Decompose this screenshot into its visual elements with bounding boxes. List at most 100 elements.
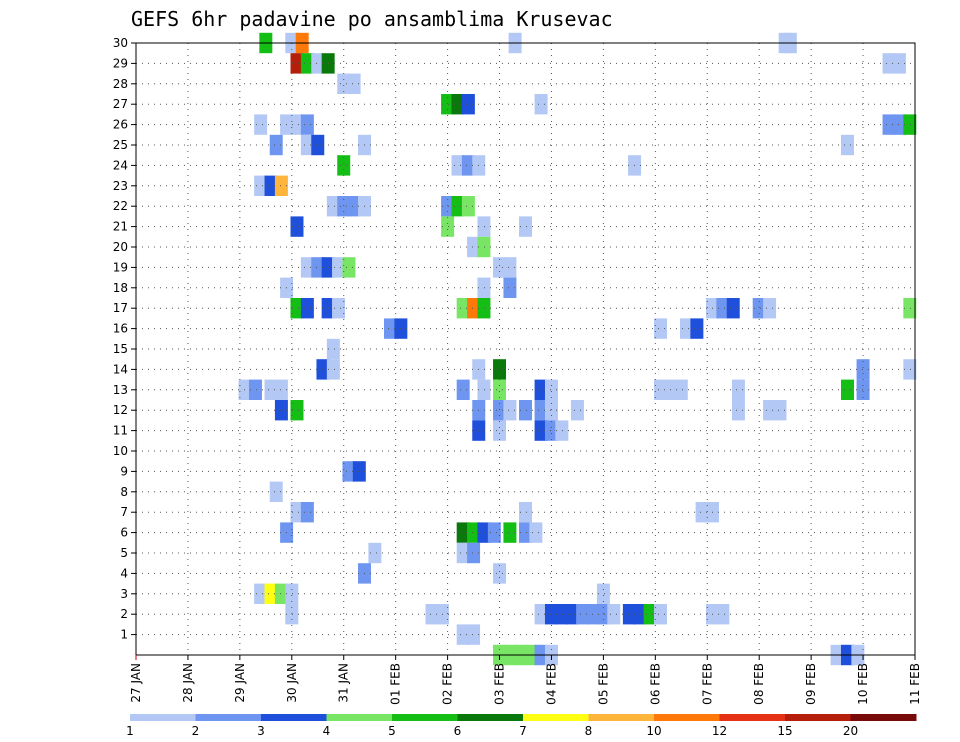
heatmap-cell bbox=[425, 604, 439, 625]
heatmap-cell bbox=[544, 604, 558, 625]
heatmap-cell bbox=[269, 481, 283, 502]
y-tick-label: 7 bbox=[120, 505, 128, 519]
heatmap-cell bbox=[456, 542, 470, 564]
heatmap-cell bbox=[311, 257, 325, 278]
heatmap-cell bbox=[300, 298, 314, 319]
heatmap-cell bbox=[643, 604, 657, 625]
heatmap-cell bbox=[254, 114, 268, 135]
heatmap-cell bbox=[477, 379, 491, 400]
heatmap-cell bbox=[274, 175, 288, 196]
heatmap-cell bbox=[290, 53, 304, 74]
colorbar-label: 10 bbox=[646, 724, 661, 738]
heatmap-cell bbox=[264, 175, 278, 196]
heatmap-cell bbox=[503, 400, 517, 421]
heatmap-cell bbox=[456, 379, 470, 400]
colorbar-label: 5 bbox=[388, 724, 396, 738]
heatmap-cell bbox=[654, 379, 668, 400]
heatmap-cell bbox=[285, 583, 299, 604]
heatmap-cell bbox=[477, 216, 491, 237]
heatmap-cell bbox=[519, 400, 532, 421]
heatmap-cell bbox=[555, 604, 569, 625]
heatmap-cell bbox=[534, 604, 548, 625]
colorbar-label: 8 bbox=[585, 724, 593, 738]
heatmap-cell bbox=[264, 379, 278, 400]
y-axis-ticks: 1234567891011121314151617181920212223242… bbox=[113, 36, 136, 642]
heatmap-cell bbox=[300, 53, 314, 74]
heatmap-cell bbox=[254, 583, 268, 604]
heatmap-cell bbox=[607, 604, 621, 625]
colorbar-swatch bbox=[130, 714, 196, 721]
heatmap-cell bbox=[342, 257, 356, 278]
colorbar-swatch bbox=[588, 714, 655, 721]
heatmap-cell bbox=[534, 400, 548, 421]
x-tick-label: 09 FEB bbox=[804, 663, 818, 705]
heatmap-cell bbox=[254, 175, 268, 196]
x-tick-label: 03 FEB bbox=[493, 663, 507, 705]
x-tick-label: 07 FEB bbox=[700, 663, 714, 705]
heatmap-cell bbox=[493, 563, 507, 584]
heatmap-cell bbox=[274, 400, 288, 421]
heatmap-cell bbox=[290, 502, 304, 523]
colorbar-swatch bbox=[326, 714, 393, 721]
y-tick-label: 16 bbox=[113, 322, 128, 336]
heatmap-cell bbox=[586, 604, 600, 625]
heatmap-cell bbox=[840, 379, 854, 400]
colorbar-swatch bbox=[523, 714, 589, 721]
y-tick-label: 30 bbox=[113, 36, 128, 50]
y-tick-label: 5 bbox=[120, 546, 128, 560]
y-tick-label: 14 bbox=[113, 362, 128, 376]
colorbar-swatch bbox=[654, 714, 720, 721]
heatmap-cell bbox=[773, 400, 787, 421]
heatmap-cell bbox=[731, 400, 745, 421]
heatmap-cell bbox=[441, 216, 455, 237]
colorbar-swatch bbox=[392, 714, 458, 721]
x-tick-label: 10 FEB bbox=[856, 663, 870, 705]
y-tick-label: 10 bbox=[113, 444, 128, 458]
chart-title: GEFS 6hr padavine po ansamblima Krusevac bbox=[131, 7, 613, 31]
heatmap-cell bbox=[596, 604, 610, 625]
heatmap-cell bbox=[461, 155, 475, 176]
heatmap-cell bbox=[290, 400, 304, 421]
y-tick-label: 24 bbox=[113, 158, 128, 172]
heatmap-cell bbox=[519, 502, 532, 523]
heatmap-cell bbox=[274, 583, 288, 604]
heatmap-cell bbox=[731, 379, 745, 400]
heatmap-cell bbox=[882, 53, 896, 74]
heatmap-cell bbox=[477, 298, 491, 319]
colorbar-swatch bbox=[261, 714, 327, 721]
heatmap-cell bbox=[654, 318, 668, 339]
y-tick-label: 9 bbox=[120, 464, 128, 478]
heatmap-cell bbox=[467, 298, 481, 319]
y-tick-label: 27 bbox=[113, 97, 128, 111]
heatmap-cell bbox=[456, 624, 470, 645]
heatmap-cell bbox=[493, 359, 507, 380]
colorbar-swatch bbox=[785, 714, 851, 721]
y-tick-label: 26 bbox=[113, 118, 128, 132]
heatmap-cell bbox=[763, 400, 777, 421]
y-tick-label: 4 bbox=[120, 566, 128, 580]
plot-frame bbox=[135, 42, 916, 656]
heatmap-cell bbox=[726, 298, 740, 319]
colorbar-swatch bbox=[195, 714, 262, 721]
x-tick-label: 02 FEB bbox=[441, 663, 455, 705]
heatmap-cell bbox=[337, 196, 351, 217]
x-tick-label: 31 JAN bbox=[337, 663, 351, 703]
heatmap-cell bbox=[456, 298, 470, 319]
heatmap-cell bbox=[493, 420, 507, 441]
heatmap-cell bbox=[337, 73, 351, 94]
heatmap-cell bbox=[352, 461, 366, 482]
y-tick-label: 28 bbox=[113, 77, 128, 91]
y-tick-label: 23 bbox=[113, 179, 128, 193]
heatmap-cell bbox=[544, 379, 558, 400]
y-tick-label: 18 bbox=[113, 281, 128, 295]
heatmap-cell bbox=[326, 196, 340, 217]
y-tick-label: 22 bbox=[113, 199, 128, 213]
heatmap-cell bbox=[332, 298, 346, 319]
heatmap-cell bbox=[441, 196, 455, 217]
heatmap-cell bbox=[461, 196, 475, 217]
heatmap-cell bbox=[467, 236, 481, 258]
x-tick-label: 28 JAN bbox=[181, 663, 195, 703]
colorbar-label: 12 bbox=[712, 724, 727, 738]
x-tick-label: 04 FEB bbox=[544, 663, 558, 705]
